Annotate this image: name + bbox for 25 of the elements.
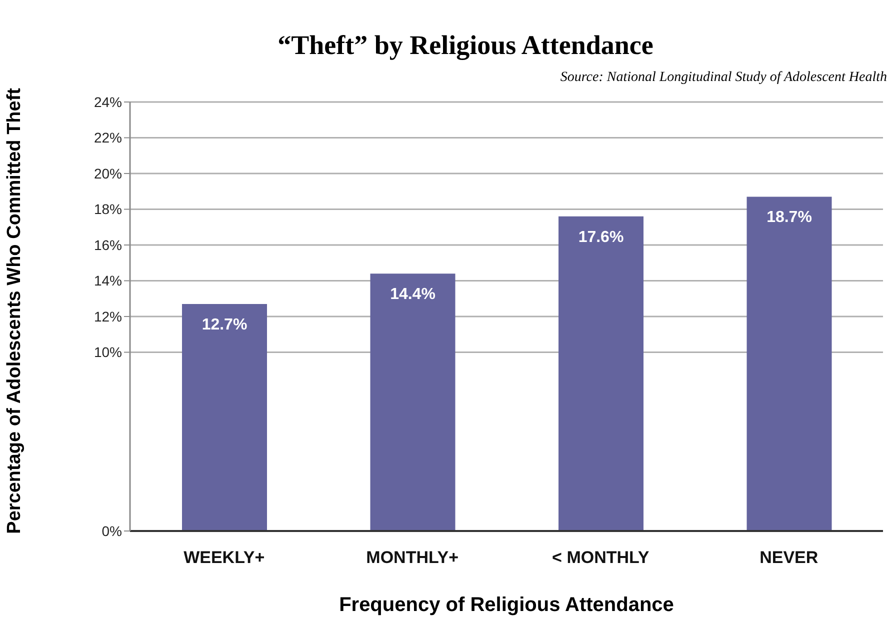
x-tick-label: < MONTHLY <box>552 548 650 568</box>
x-tick-label: MONTHLY+ <box>366 548 459 568</box>
bar <box>182 304 267 531</box>
y-tick-label: 16% <box>94 236 122 253</box>
y-tick-label: 10% <box>94 344 122 360</box>
data-label: 18.7% <box>766 209 812 226</box>
data-label: 14.4% <box>390 286 436 303</box>
y-tick-label: 12% <box>94 308 122 324</box>
bar <box>558 216 644 531</box>
source-note: Source: National Longitudinal Study of Adolescent Health <box>560 70 887 86</box>
bar <box>370 274 456 531</box>
y-tick-label: 20% <box>94 165 122 182</box>
y-tick-label: 14% <box>94 272 122 289</box>
x-tick-label: NEVER <box>760 548 818 568</box>
data-label: 17.6% <box>578 228 624 246</box>
x-tick-label: WEEKLY+ <box>184 548 265 568</box>
y-tick-label: 22% <box>94 130 122 146</box>
y-tick-label: 24% <box>94 94 122 110</box>
bar <box>746 196 832 531</box>
chart-title: “Theft” by Religious Attendance <box>276 30 654 61</box>
y-tick-label: 18% <box>94 201 122 218</box>
x-axis-title: Frequency of Religious Attendance <box>338 594 675 617</box>
y-axis-title: Percentage of Adolescents Who Committed Theft <box>4 88 26 534</box>
data-label: 12.7% <box>202 316 248 334</box>
y-tick-label: 0% <box>102 522 122 539</box>
